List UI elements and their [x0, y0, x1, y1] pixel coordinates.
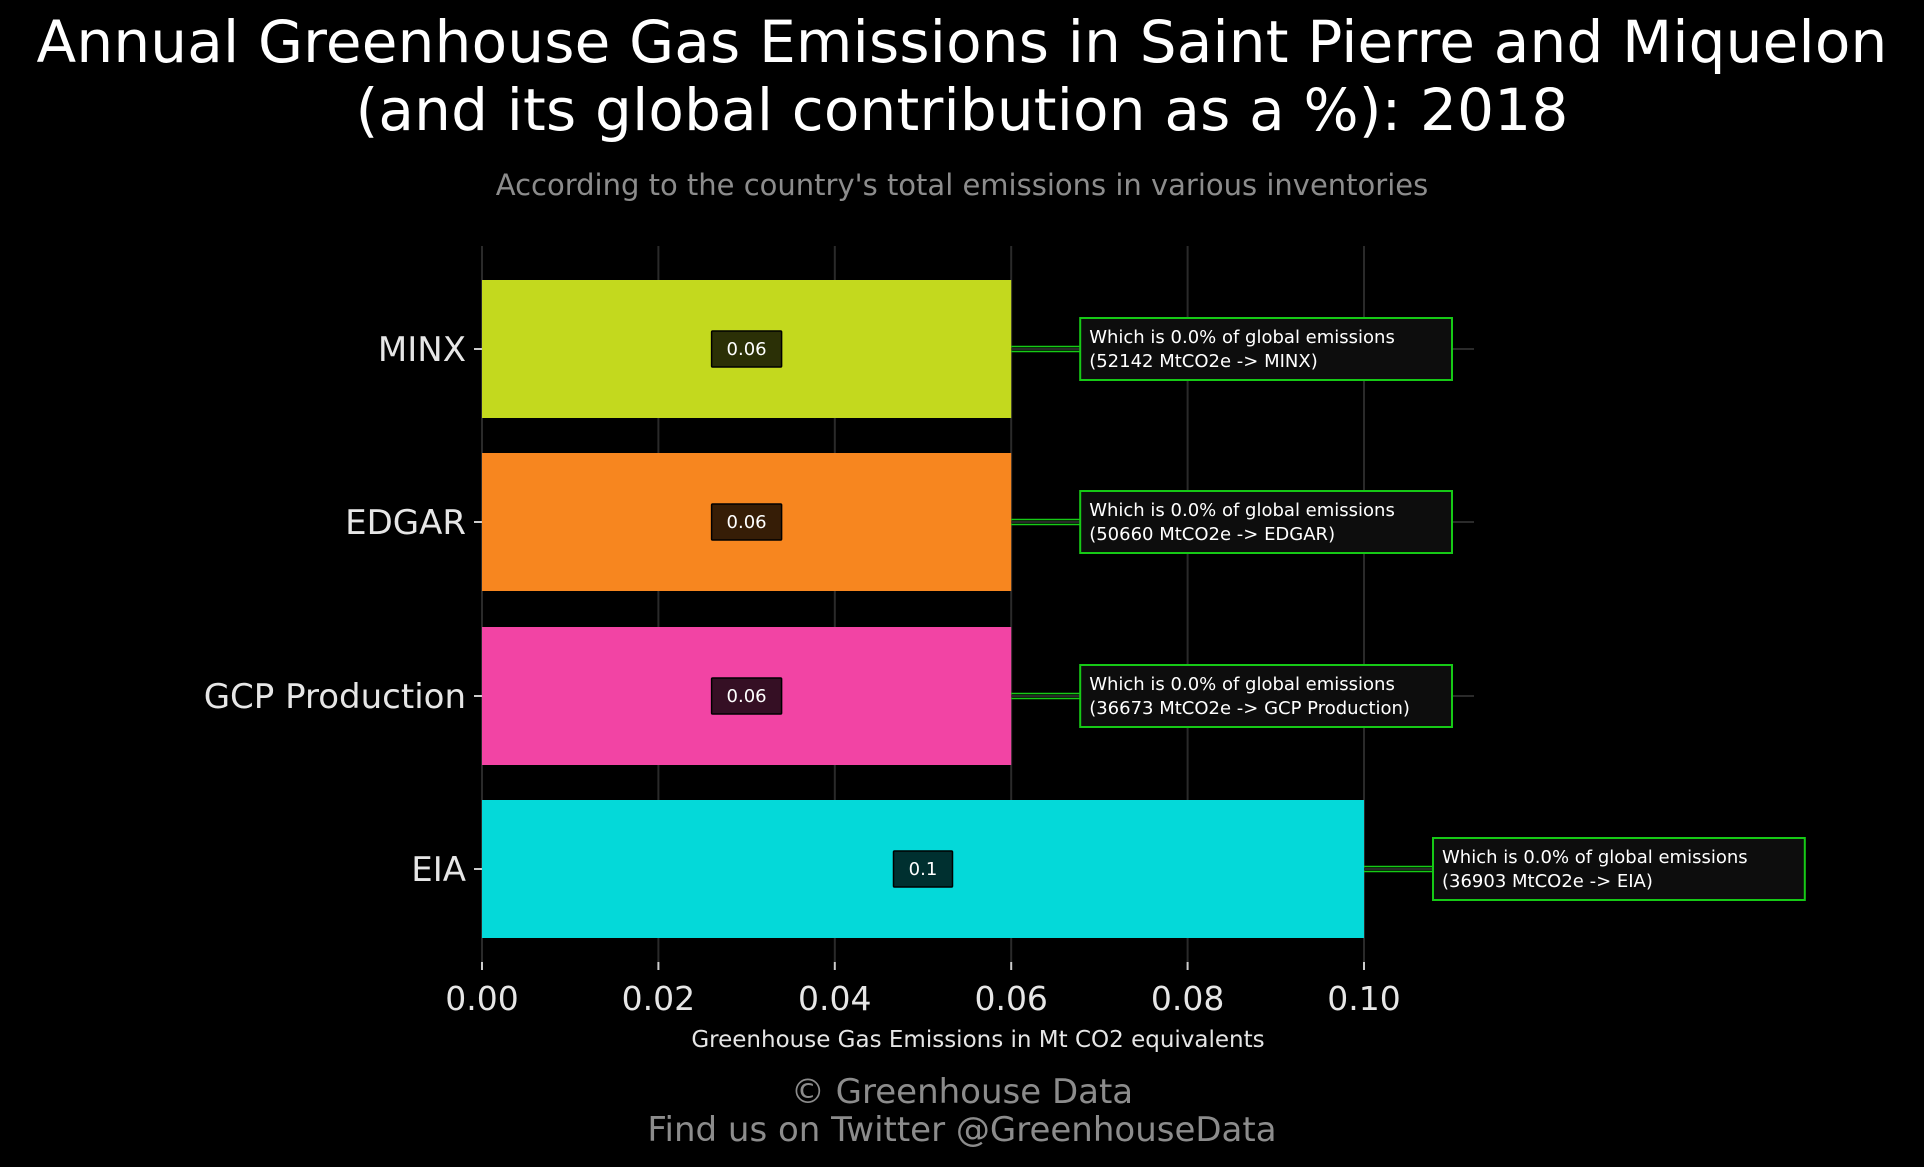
annotation-line1: Which is 0.0% of global emissions — [1089, 500, 1395, 521]
footer-copyright: © Greenhouse Data — [790, 1072, 1134, 1112]
value-label: 0.06 — [727, 512, 767, 533]
annotation-line2: (36673 MtCO2e -> GCP Production) — [1089, 698, 1410, 719]
annotation-line1: Which is 0.0% of global emissions — [1442, 847, 1748, 868]
annotation-line1: Which is 0.0% of global emissions — [1089, 674, 1395, 695]
category-label: EDGAR — [345, 503, 466, 543]
annotation-box — [1079, 317, 1453, 381]
x-tick-label: 0.00 — [445, 979, 518, 1018]
x-tick-label: 0.04 — [798, 979, 871, 1018]
annotation-line2: (50660 MtCO2e -> EDGAR) — [1089, 524, 1335, 545]
category-label: MINX — [378, 330, 466, 370]
annotation-box — [1079, 490, 1453, 554]
x-tick-label: 0.08 — [1151, 979, 1224, 1018]
value-label-box — [710, 503, 783, 541]
annotation-line2: (52142 MtCO2e -> MINX) — [1089, 351, 1318, 372]
value-label-box — [710, 677, 783, 715]
x-tick-label: 0.10 — [1327, 979, 1400, 1018]
category-label: EIA — [411, 850, 466, 890]
x-tick-label: 0.02 — [622, 979, 695, 1018]
annotation-box — [1432, 837, 1806, 901]
value-label: 0.1 — [909, 859, 938, 880]
x-tick-label: 0.06 — [974, 979, 1047, 1018]
annotation-line2: (36903 MtCO2e -> EIA) — [1442, 871, 1653, 892]
chart-subtitle: According to the country's total emissio… — [495, 168, 1429, 202]
chart-title-line2: (and its global contribution as a %): 20… — [355, 76, 1569, 144]
annotation-line1: Which is 0.0% of global emissions — [1089, 327, 1395, 348]
value-label: 0.06 — [727, 339, 767, 360]
annotation-box — [1079, 664, 1453, 728]
x-axis-label: Greenhouse Gas Emissions in Mt CO2 equiv… — [691, 1027, 1264, 1053]
value-label: 0.06 — [727, 686, 767, 707]
value-label-box — [710, 330, 783, 368]
chart-title-line1: Annual Greenhouse Gas Emissions in Saint… — [36, 8, 1888, 76]
category-label: GCP Production — [204, 677, 466, 717]
value-label-box — [892, 850, 954, 888]
footer-twitter: Find us on Twitter @GreenhouseData — [647, 1110, 1277, 1150]
